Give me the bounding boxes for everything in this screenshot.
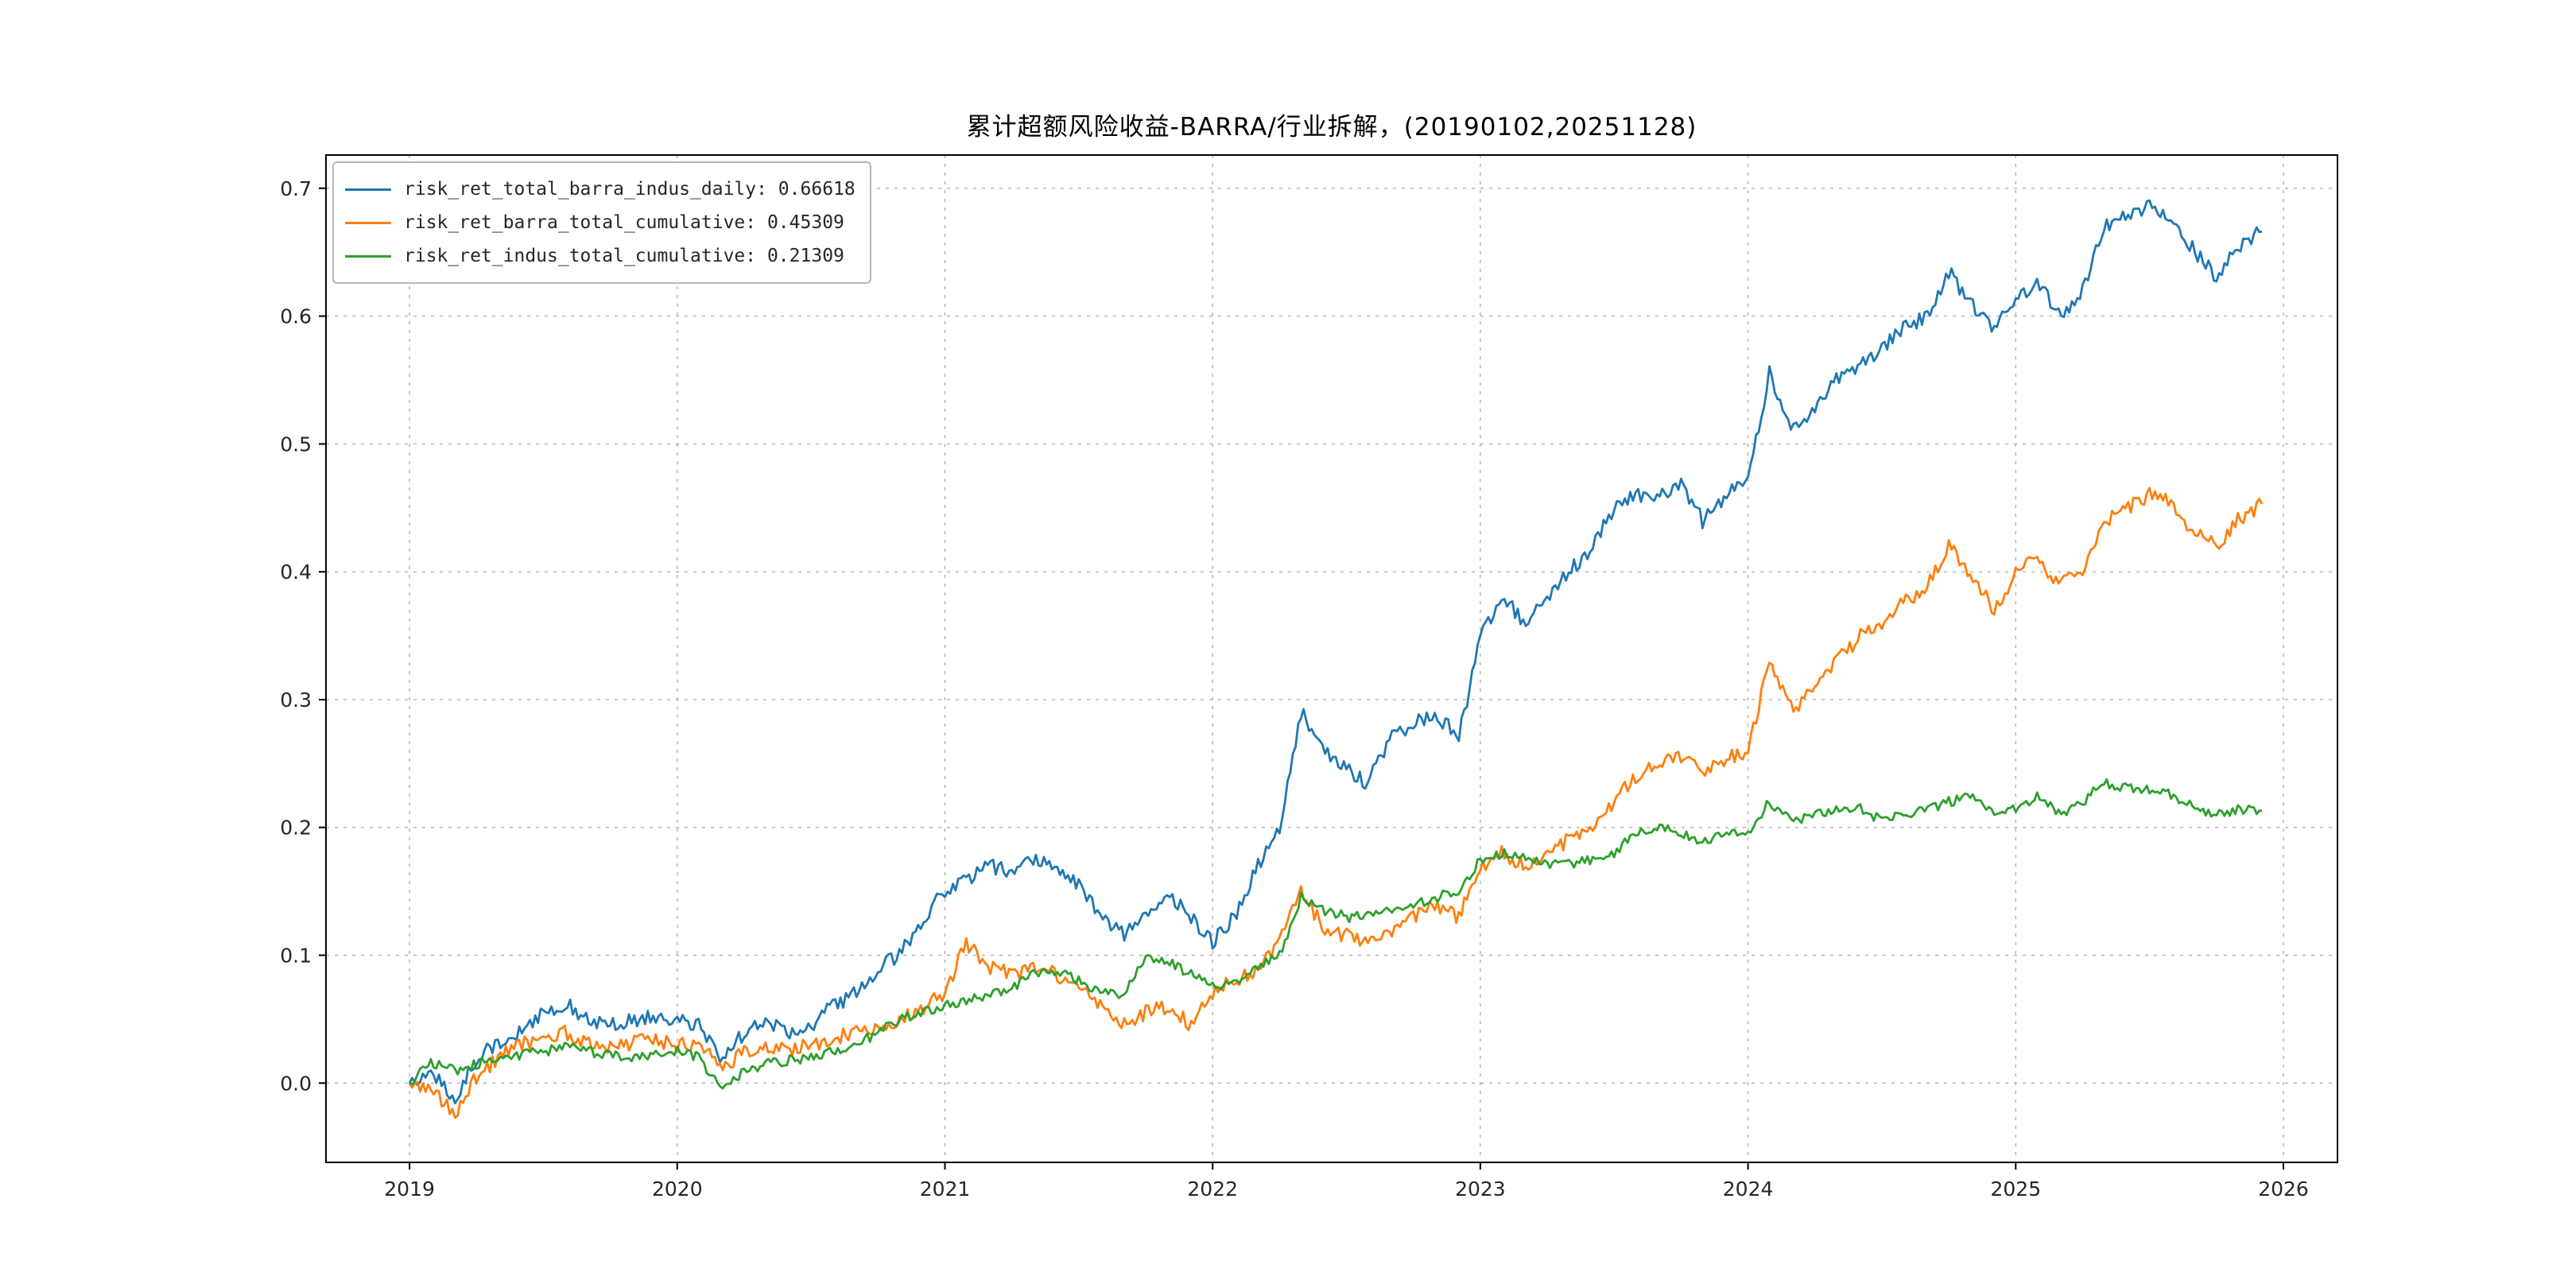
- legend-item: risk_ret_total_barra_indus_daily: 0.6661…: [345, 173, 855, 206]
- legend-item: risk_ret_barra_total_cumulative: 0.45309: [345, 206, 855, 239]
- x-tick-label: 2026: [2258, 1177, 2309, 1201]
- y-tick-label: 0.1: [280, 945, 312, 968]
- x-tick-label: 2023: [1455, 1177, 1506, 1201]
- legend-label: risk_ret_total_barra_indus_daily: 0.6661…: [404, 179, 855, 200]
- legend-line-swatch: [345, 188, 391, 191]
- legend-label: risk_ret_barra_total_cumulative: 0.45309: [404, 212, 844, 233]
- series-line-2: [409, 778, 2263, 1090]
- y-tick-label: 0.2: [280, 817, 312, 840]
- legend-line-swatch: [345, 254, 391, 258]
- series-line-0: [408, 199, 2263, 1104]
- y-tick-label: 0.5: [280, 433, 312, 456]
- x-tick-label: 2019: [384, 1177, 435, 1201]
- y-tick-label: 0.6: [280, 305, 312, 328]
- chart-title: 累计超额风险收益-BARRA/行业拆解，(20190102,20251128): [966, 113, 1697, 142]
- x-tick-label: 2021: [920, 1177, 971, 1201]
- y-tick-label: 0.0: [280, 1072, 312, 1095]
- axes-spines: [325, 154, 2338, 1163]
- x-tick-label: 2022: [1187, 1177, 1238, 1201]
- y-tick-label: 0.7: [280, 177, 312, 200]
- series-line-1: [408, 487, 2264, 1119]
- y-tick-label: 0.4: [280, 561, 312, 584]
- y-tick-label: 0.3: [280, 689, 312, 712]
- legend-line-swatch: [345, 221, 391, 224]
- legend-item: risk_ret_indus_total_cumulative: 0.21309: [345, 239, 855, 273]
- legend-box: risk_ret_total_barra_indus_daily: 0.6661…: [332, 161, 871, 284]
- x-tick-label: 2024: [1723, 1177, 1774, 1201]
- x-tick-label: 2020: [652, 1177, 703, 1201]
- x-tick-label: 2025: [1990, 1177, 2041, 1201]
- legend-label: risk_ret_indus_total_cumulative: 0.21309: [404, 246, 844, 266]
